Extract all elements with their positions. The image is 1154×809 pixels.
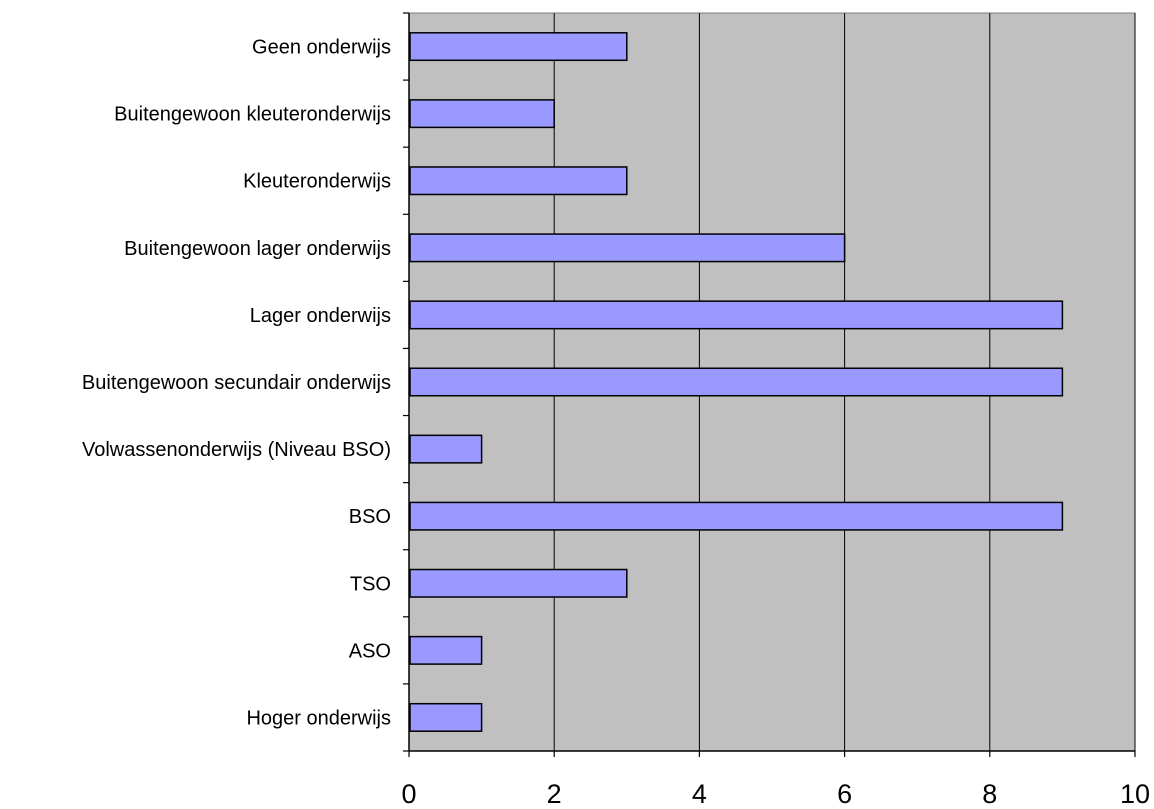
category-label: Buitengewoon secundair onderwijs — [82, 372, 391, 394]
x-axis — [408, 750, 1136, 757]
bar — [409, 501, 1064, 531]
x-tick-label: 0 — [401, 779, 416, 809]
bar — [409, 99, 555, 129]
category-label: Lager onderwijs — [250, 305, 391, 327]
x-tick-label: 6 — [837, 779, 852, 809]
bar — [409, 568, 628, 598]
bar — [409, 233, 846, 263]
bar — [409, 702, 483, 732]
bar — [409, 434, 483, 464]
bar — [409, 166, 628, 196]
category-label: TSO — [350, 573, 391, 595]
category-label: ASO — [349, 640, 391, 662]
bar — [409, 32, 628, 62]
x-tick-label: 8 — [982, 779, 997, 809]
x-tick-label: 4 — [692, 779, 707, 809]
x-tick-label: 2 — [547, 779, 562, 809]
category-label: Hoger onderwijs — [246, 707, 391, 729]
y-axis — [403, 12, 410, 752]
category-label: Buitengewoon kleuteronderwijs — [114, 104, 391, 126]
category-label: BSO — [349, 506, 391, 528]
category-label: Volwassenonderwijs (Niveau BSO) — [82, 439, 391, 461]
bar — [409, 367, 1064, 397]
bar — [409, 300, 1064, 330]
bars — [409, 32, 1064, 732]
category-label: Buitengewoon lager onderwijs — [124, 238, 391, 260]
x-tick-label: 10 — [1120, 779, 1150, 809]
tick-labels: 0 2 4 6 8 10 — [401, 779, 1150, 809]
category-label: Kleuteronderwijs — [243, 171, 391, 193]
category-labels: Geen onderwijs Buitengewoon kleuteronderw… — [82, 37, 391, 730]
category-label: Geen onderwijs — [252, 37, 391, 59]
bar — [409, 635, 483, 665]
